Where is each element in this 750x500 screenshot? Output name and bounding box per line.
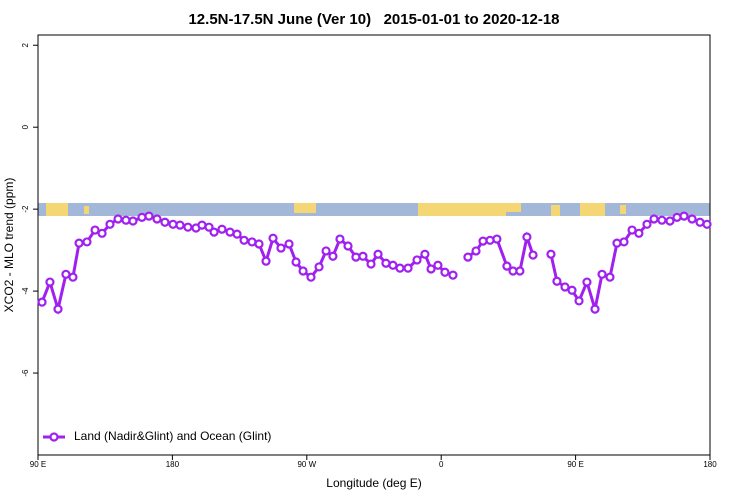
data-point [420, 249, 430, 259]
data-point [546, 249, 556, 259]
data-point [45, 277, 55, 287]
data-point [528, 250, 538, 260]
chart-title: 12.5N-17.5N June (Ver 10) 2015-01-01 to … [188, 11, 559, 28]
data-point [412, 255, 422, 265]
map-strip [38, 203, 710, 216]
data-point [68, 272, 78, 282]
x-tick-label: 90 E [567, 460, 583, 469]
data-point [152, 214, 162, 224]
data-point [209, 227, 219, 237]
data-point [358, 251, 368, 261]
y-axis-label: XCO2 - MLO trend (ppm) [2, 178, 16, 313]
data-point [217, 224, 227, 234]
data-point [82, 237, 92, 247]
data-point [284, 239, 294, 249]
data-point [291, 257, 301, 267]
data-point [53, 304, 63, 314]
data-point [657, 215, 667, 225]
y-tick-label: 0 [21, 124, 30, 129]
data-point [232, 229, 242, 239]
y-tick-label: 2 [21, 42, 30, 47]
data-point [471, 246, 481, 256]
data-point [160, 217, 170, 227]
data-point [314, 262, 324, 272]
data-point [687, 214, 697, 224]
data-point [144, 211, 154, 221]
y-tick-label: -4 [21, 287, 30, 295]
data-point [627, 225, 637, 235]
data-point [335, 234, 345, 244]
data-point [515, 266, 525, 276]
y-tick-label: -6 [21, 369, 30, 377]
data-point [552, 276, 562, 286]
data-point [168, 219, 178, 229]
data-point [619, 237, 629, 247]
data-point [478, 236, 488, 246]
data-point [113, 214, 123, 224]
data-point [328, 251, 338, 261]
data-point [366, 259, 376, 269]
data-point [137, 212, 147, 222]
data-point [343, 241, 353, 251]
x-tick-label: 90 W [297, 460, 316, 469]
data-point [97, 228, 107, 238]
x-tick-label: 180 [166, 460, 180, 469]
data-point [276, 243, 286, 253]
y-tick-label: -2 [21, 205, 30, 213]
data-point [121, 215, 131, 225]
data-point [634, 228, 644, 238]
data-point [679, 211, 689, 221]
data-point [254, 239, 264, 249]
data-point [433, 260, 443, 270]
data-point [351, 252, 361, 262]
data-point [612, 238, 622, 248]
data-point [373, 249, 383, 259]
data-point [582, 277, 592, 287]
legend-label: Land (Nadir&Glint) and Ocean (Glint) [74, 429, 271, 443]
data-point [649, 214, 659, 224]
x-tick-label: 0 [439, 460, 444, 469]
data-point [597, 269, 607, 279]
data-point [605, 272, 615, 282]
data-point [74, 238, 84, 248]
data-point [298, 266, 308, 276]
data-point [128, 216, 138, 226]
data-point [426, 264, 436, 274]
data-point [574, 296, 584, 306]
data-point [261, 256, 271, 266]
x-tick-label: 90 E [30, 460, 46, 469]
data-point [403, 263, 413, 273]
legend-marker [49, 432, 59, 442]
data-point [448, 270, 458, 280]
data-point [642, 219, 652, 229]
data-point [665, 216, 675, 226]
data-point [90, 225, 100, 235]
data-point [321, 246, 331, 256]
data-point [502, 261, 512, 271]
data-point [440, 267, 450, 277]
x-axis-label: Longitude (deg E) [326, 476, 421, 490]
data-point [522, 232, 532, 242]
plot-frame [37, 34, 711, 456]
data-point [239, 235, 249, 245]
data-point [395, 263, 405, 273]
data-point [175, 220, 185, 230]
x-tick-label: 180 [703, 460, 717, 469]
data-point [672, 212, 682, 222]
data-point [560, 282, 570, 292]
data-point [492, 234, 502, 244]
data-point [105, 219, 115, 229]
data-point [463, 252, 473, 262]
data-point [590, 304, 600, 314]
data-point [37, 297, 47, 307]
data-point [183, 222, 193, 232]
data-point [268, 233, 278, 243]
data-point [306, 272, 316, 282]
data-point [567, 285, 577, 295]
data-point [702, 219, 712, 229]
